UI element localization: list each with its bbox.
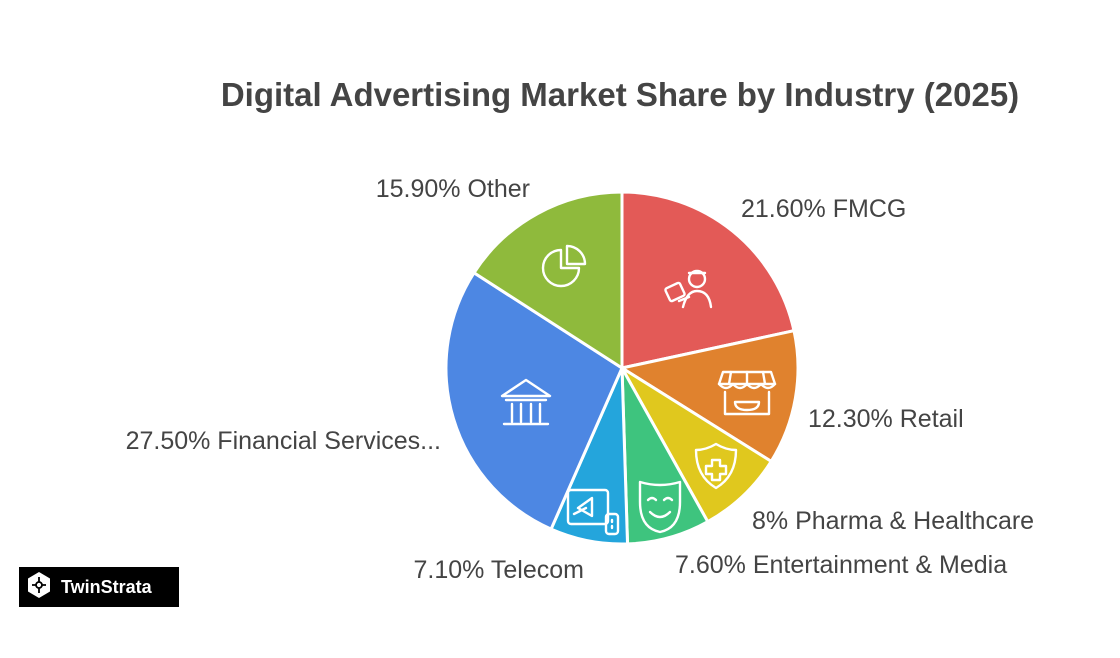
slice-label-other: 15.90% Other [376,175,530,203]
delivery-person-icon [664,269,713,309]
pie-slice-retail [618,328,800,464]
slice-label-financial: 27.50% Financial Services... [126,427,441,455]
twinstrata-logo-icon [25,571,53,604]
megaphone-phone-icon [566,488,620,536]
brand-badge: TwinStrata [19,567,179,607]
pie-slice-pharma [620,366,774,524]
slice-label-telecom: 7.10% Telecom [414,556,584,584]
pie-chart-icon [541,244,587,288]
slice-label-pharma: 8% Pharma & Healthcare [752,507,1034,535]
brand-name: TwinStrata [61,576,152,597]
theater-mask-icon [638,480,682,534]
slice-label-entertainment: 7.60% Entertainment & Media [675,551,1007,579]
storefront-icon [717,370,777,416]
pie-slice-fmcg [620,190,796,370]
chart-title: Digital Advertising Market Share by Indu… [220,76,1020,113]
health-shield-icon [694,442,738,490]
slice-label-retail: 12.30% Retail [808,405,964,433]
slice-label-fmcg: 21.60% FMCG [741,195,906,223]
bank-icon [500,378,552,426]
